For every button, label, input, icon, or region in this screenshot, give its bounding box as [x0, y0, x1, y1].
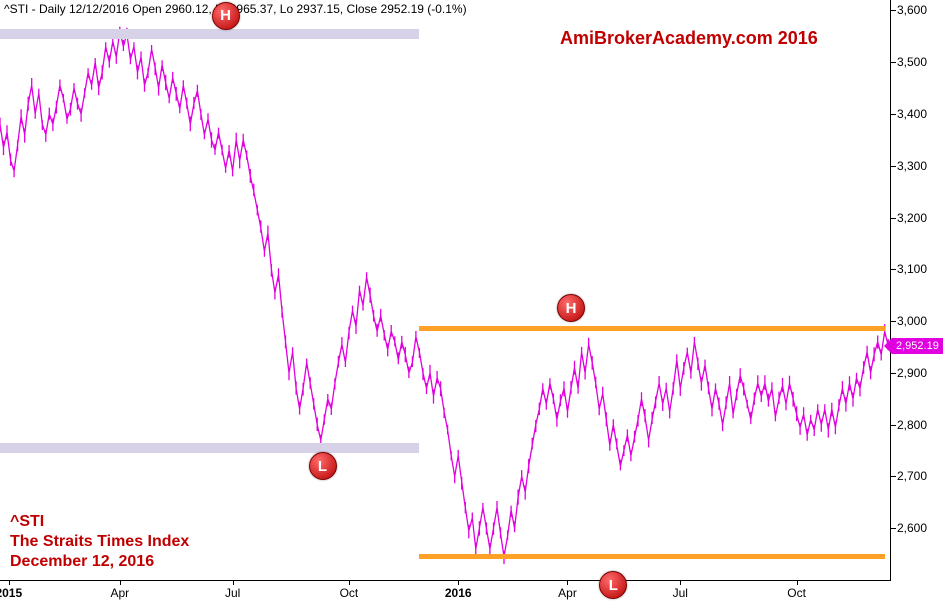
x-tick-label: Oct — [340, 586, 359, 600]
support-line-right — [419, 554, 884, 559]
x-tick-label: Jul — [225, 586, 240, 600]
y-tick-label: 3,000 — [897, 314, 927, 328]
y-tick-label: 2,900 — [897, 366, 927, 380]
price-series — [0, 0, 890, 580]
support-band-left — [0, 443, 419, 453]
info-symbol: ^STI — [10, 512, 189, 532]
y-tick-label: 3,400 — [897, 107, 927, 121]
plot-area[interactable]: ^STI - Daily 12/12/2016 Open 2960.12, Hi… — [0, 0, 891, 581]
y-tick-label: 3,600 — [897, 3, 927, 17]
x-tick-label: 2015 — [0, 586, 22, 600]
y-tick-label: 3,300 — [897, 159, 927, 173]
info-block: ^STI The Straits Times Index December 12… — [10, 512, 189, 572]
x-tick-label: Apr — [558, 586, 577, 600]
high-marker-1: H — [212, 2, 240, 30]
y-tick-label: 2,700 — [897, 469, 927, 483]
resistance-line-right — [419, 326, 884, 331]
chart-container: ^STI - Daily 12/12/2016 Open 2960.12, Hi… — [0, 0, 951, 610]
last-price-tag: 2,952.19 — [892, 338, 943, 354]
info-date: December 12, 2016 — [10, 552, 189, 572]
y-tick-label: 3,500 — [897, 55, 927, 69]
resistance-band-upper — [0, 29, 419, 39]
x-tick-label: Oct — [787, 586, 806, 600]
info-name: The Straits Times Index — [10, 532, 189, 552]
y-axis: 3,600 3,500 3,400 3,300 3,200 3,100 3,000 2,900… — [891, 0, 951, 580]
x-tick-label: Apr — [110, 586, 129, 600]
x-axis: 2015 Apr Jul Oct 2016 Apr Jul Oct — [0, 580, 890, 610]
y-tick-label: 3,200 — [897, 211, 927, 225]
y-tick-label: 2,600 — [897, 521, 927, 535]
y-tick-label: 2,800 — [897, 418, 927, 432]
high-marker-2: H — [557, 294, 585, 322]
x-tick-label: Jul — [673, 586, 688, 600]
y-tick-label: 3,100 — [897, 262, 927, 276]
watermark-text: AmiBrokerAcademy.com 2016 — [560, 28, 818, 49]
low-marker-1: L — [309, 452, 337, 480]
x-tick-label: 2016 — [445, 586, 472, 600]
last-price-value: 2,952.19 — [896, 340, 939, 352]
